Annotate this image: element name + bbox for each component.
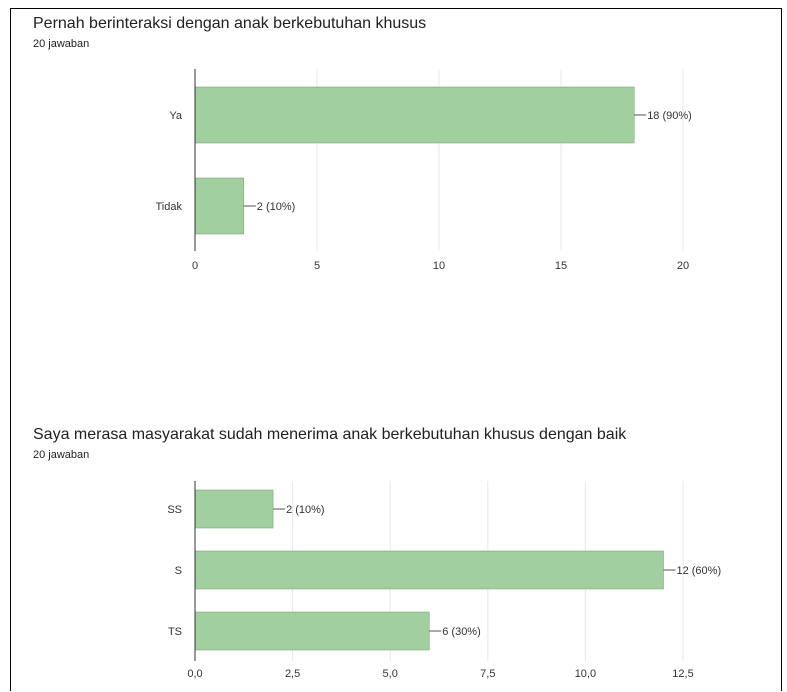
chart-2-tick-label: 5,0 [383, 668, 398, 680]
chart-2-response-count: 20 jawaban [33, 449, 90, 461]
chart-2-category-label: S [175, 565, 182, 577]
chart-2-category-label: SS [167, 504, 182, 516]
chart-2-tick-label: 12,5 [672, 668, 693, 680]
chart-2-tick-label: 2,5 [285, 668, 300, 680]
chart-2-tick-label: 10,0 [575, 668, 596, 680]
chart-1-tick-label: 20 [677, 260, 689, 272]
chart-2-data-label: 12 (60%) [676, 565, 721, 577]
chart-2-data-label: 6 (30%) [442, 626, 481, 638]
chart-2-bar-ss [194, 489, 274, 529]
chart-2-data-label: 2 (10%) [286, 504, 325, 516]
chart-2-tick-label: 0,0 [187, 668, 202, 680]
chart-1-response-count: 20 jawaban [33, 38, 90, 50]
chart-1-bar-ya [194, 86, 635, 144]
chart-1-tick-label: 0 [192, 260, 198, 272]
chart-1-tick-label: 5 [314, 260, 320, 272]
chart-1-plot: 18 (90%) Ya 2 (10%) Tidak 0 5 10 15 20 [156, 69, 692, 272]
chart-2-bar-ts [194, 611, 430, 651]
chart-2-bar-s [194, 550, 664, 590]
chart-1-category-label: Tidak [156, 201, 183, 213]
screenshot-frame: Pernah berinteraksi dengan anak berkebut… [10, 8, 782, 691]
chart-1-bar-tidak [194, 177, 245, 235]
chart-2-plot: 2 (10%) SS 12 (60%) S 6 (30%) TS 0,0 2,5 5,0 7,5 1… [167, 481, 721, 680]
chart-2-category-label: TS [168, 626, 182, 638]
chart-1-data-label: 18 (90%) [647, 110, 692, 122]
chart-2-tick-label: 7,5 [480, 668, 495, 680]
chart-2-title: Saya merasa masyarakat sudah menerima an… [33, 426, 627, 443]
chart-1-data-label: 2 (10%) [257, 201, 296, 213]
chart-1-title: Pernah berinteraksi dengan anak berkebut… [33, 15, 427, 32]
chart-1-tick-label: 10 [433, 260, 445, 272]
chart-1-tick-label: 15 [555, 260, 567, 272]
chart-1-category-label: Ya [169, 110, 183, 122]
